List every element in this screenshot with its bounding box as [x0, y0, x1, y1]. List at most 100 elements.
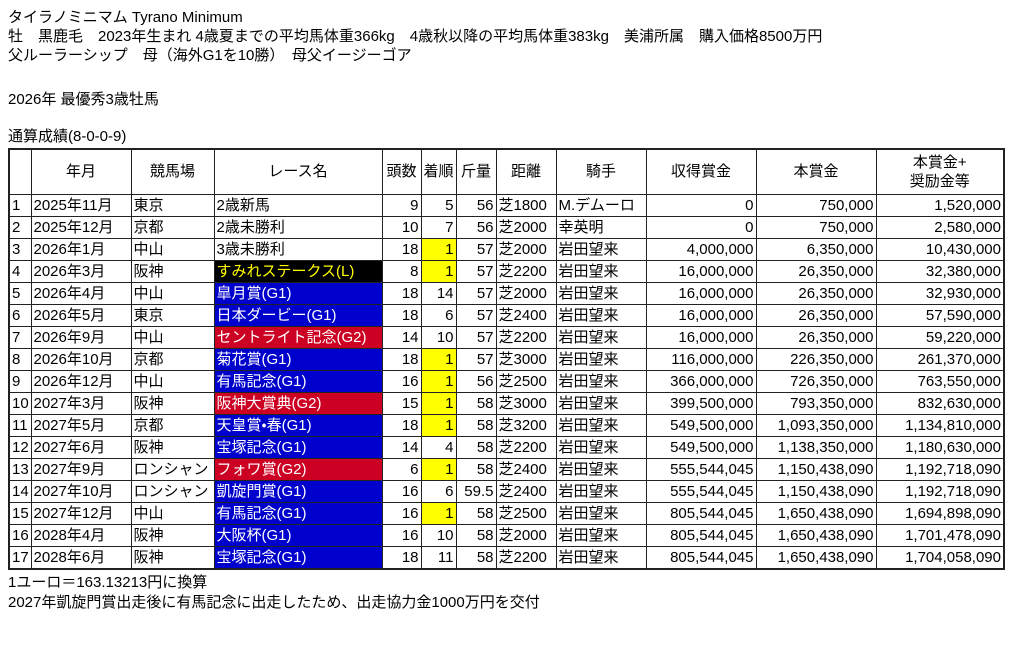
horse-profile-line: 牡 黒鹿毛 2023年生まれ 4歳夏までの平均馬体重366kg 4歳秋以降の平均… — [8, 28, 823, 45]
cell-weight: 56 — [455, 193, 497, 217]
cell-heads: 8 — [381, 259, 422, 283]
cell-earned: 4,000,000 — [645, 237, 757, 261]
cell-heads: 18 — [381, 237, 422, 261]
column-header-track: 競馬場 — [130, 148, 215, 195]
column-header-jockey: 騎手 — [555, 148, 647, 195]
column-header-prize: 本賞金 — [755, 148, 877, 195]
cell-jockey: 岩田望来 — [555, 325, 647, 349]
cell-no: 17 — [8, 545, 32, 569]
cell-race: 皐月賞(G1) — [213, 281, 383, 305]
cell-race: 天皇賞・春(G1) — [213, 413, 383, 437]
cell-weight: 58 — [455, 545, 497, 569]
cell-jockey: 岩田望来 — [555, 391, 647, 415]
cell-jockey: 岩田望来 — [555, 281, 647, 305]
cell-track: 東京 — [130, 303, 215, 327]
cell-date: 2025年11月 — [30, 193, 132, 217]
cooperation-fee-note: 2027年凱旋門賞出走後に有馬記念に出走したため、出走協力金1000万円を交付 — [8, 593, 540, 611]
cell-prize: 26,350,000 — [755, 303, 877, 327]
cell-pos: 6 — [420, 303, 457, 327]
column-header-earned: 収得賞金 — [645, 148, 757, 195]
cell-weight: 58 — [455, 523, 497, 547]
cell-pos: 1 — [420, 391, 457, 415]
cell-pos: 4 — [420, 435, 457, 459]
cell-weight: 57 — [455, 281, 497, 305]
cell-total: 832,630,000 — [875, 391, 1005, 415]
cell-pos: 1 — [420, 457, 457, 481]
cell-earned: 0 — [645, 193, 757, 217]
cell-earned: 16,000,000 — [645, 259, 757, 283]
cell-jockey: 岩田望来 — [555, 303, 647, 327]
cell-weight: 58 — [455, 435, 497, 459]
cell-pos: 5 — [420, 193, 457, 217]
cell-dist: 芝3000 — [495, 391, 557, 415]
cell-jockey: 岩田望来 — [555, 523, 647, 547]
cell-heads: 10 — [381, 215, 422, 239]
cell-date: 2027年5月 — [30, 413, 132, 437]
cell-date: 2027年6月 — [30, 435, 132, 459]
cell-date: 2026年1月 — [30, 237, 132, 261]
cell-earned: 399,500,000 — [645, 391, 757, 415]
cell-track: 京都 — [130, 215, 215, 239]
cell-earned: 555,544,045 — [645, 457, 757, 481]
table-row: 10 2027年3月 阪神 阪神大賞典(G2) 15 1 58 芝3000 岩田望来 399,50… — [8, 391, 1005, 415]
cell-total: 763,550,000 — [875, 369, 1005, 393]
column-header-total: 本賞金+ 奨励金等 — [875, 148, 1005, 195]
euro-conversion-note: 1ユーロ＝163.13213円に換算 — [8, 573, 208, 591]
cell-total: 32,380,000 — [875, 259, 1005, 283]
cell-heads: 16 — [381, 479, 422, 503]
cell-jockey: 岩田望来 — [555, 259, 647, 283]
cell-weight: 57 — [455, 259, 497, 283]
table-body: 1 2025年11月 東京 2歳新馬 9 5 56 芝1800 M.デムーロ 0 750,000 1,… — [8, 193, 1005, 569]
cell-track: ロンシャン — [130, 479, 215, 503]
cell-earned: 549,500,000 — [645, 435, 757, 459]
cell-pos: 11 — [420, 545, 457, 569]
column-header-pos: 着順 — [420, 148, 457, 195]
cell-pos: 1 — [420, 259, 457, 283]
cell-date: 2028年4月 — [30, 523, 132, 547]
horse-name-title: タイラノミニマム Tyrano Minimum — [8, 9, 243, 26]
cell-race: 菊花賞(G1) — [213, 347, 383, 371]
cell-jockey: 幸英明 — [555, 215, 647, 239]
cell-pos: 1 — [420, 413, 457, 437]
cell-heads: 14 — [381, 325, 422, 349]
cell-jockey: 岩田望来 — [555, 479, 647, 503]
cell-race: 2歳新馬 — [213, 193, 383, 217]
cell-dist: 芝2400 — [495, 303, 557, 327]
table-head: 年月 競馬場 レース名 頭数 着順 斤量 距離 騎手 収得賞金 本賞金 本賞金+ 奨励金等 — [8, 148, 1005, 195]
table-row: 17 2028年6月 阪神 宝塚記念(G1) 18 11 58 芝2200 岩田望来 805,54… — [8, 545, 1005, 569]
table-row: 2 2025年12月 京都 2歳未勝利 10 7 56 芝2000 幸英明 0 750,000 2,5… — [8, 215, 1005, 239]
table-row: 5 2026年4月 中山 皐月賞(G1) 18 14 57 芝2000 岩田望来 16,000,0… — [8, 281, 1005, 305]
cell-earned: 366,000,000 — [645, 369, 757, 393]
cell-total: 1,701,478,090 — [875, 523, 1005, 547]
cell-track: 阪神 — [130, 259, 215, 283]
cell-jockey: 岩田望来 — [555, 347, 647, 371]
cell-heads: 14 — [381, 435, 422, 459]
cell-dist: 芝2000 — [495, 215, 557, 239]
cell-jockey: 岩田望来 — [555, 501, 647, 525]
cell-total: 1,704,058,090 — [875, 545, 1005, 569]
cell-dist: 芝2400 — [495, 479, 557, 503]
cell-race: 有馬記念(G1) — [213, 501, 383, 525]
cell-jockey: 岩田望来 — [555, 369, 647, 393]
horse-pedigree-line: 父ルーラーシップ 母（海外G1を10勝） 母父イージーゴア — [8, 47, 412, 64]
table-row: 9 2026年12月 中山 有馬記念(G1) 16 1 56 芝2500 岩田望来 366,000… — [8, 369, 1005, 393]
cell-track: ロンシャン — [130, 457, 215, 481]
column-header-date: 年月 — [30, 148, 132, 195]
table-row: 16 2028年4月 阪神 大阪杯(G1) 16 10 58 芝2000 岩田望来 805,544… — [8, 523, 1005, 547]
cell-total: 261,370,000 — [875, 347, 1005, 371]
cell-total: 1,134,810,000 — [875, 413, 1005, 437]
cell-race: 日本ダービー(G1) — [213, 303, 383, 327]
cell-jockey: 岩田望来 — [555, 435, 647, 459]
cell-no: 13 — [8, 457, 32, 481]
cell-jockey: 岩田望来 — [555, 545, 647, 569]
cell-earned: 549,500,000 — [645, 413, 757, 437]
cell-weight: 58 — [455, 413, 497, 437]
cell-track: 京都 — [130, 347, 215, 371]
table-row: 8 2026年10月 京都 菊花賞(G1) 18 1 57 芝3000 岩田望来 116,000,… — [8, 347, 1005, 371]
cell-dist: 芝1800 — [495, 193, 557, 217]
cell-total: 1,694,898,090 — [875, 501, 1005, 525]
cell-track: 中山 — [130, 369, 215, 393]
cell-earned: 805,544,045 — [645, 501, 757, 525]
cell-no: 14 — [8, 479, 32, 503]
cell-pos: 1 — [420, 237, 457, 261]
